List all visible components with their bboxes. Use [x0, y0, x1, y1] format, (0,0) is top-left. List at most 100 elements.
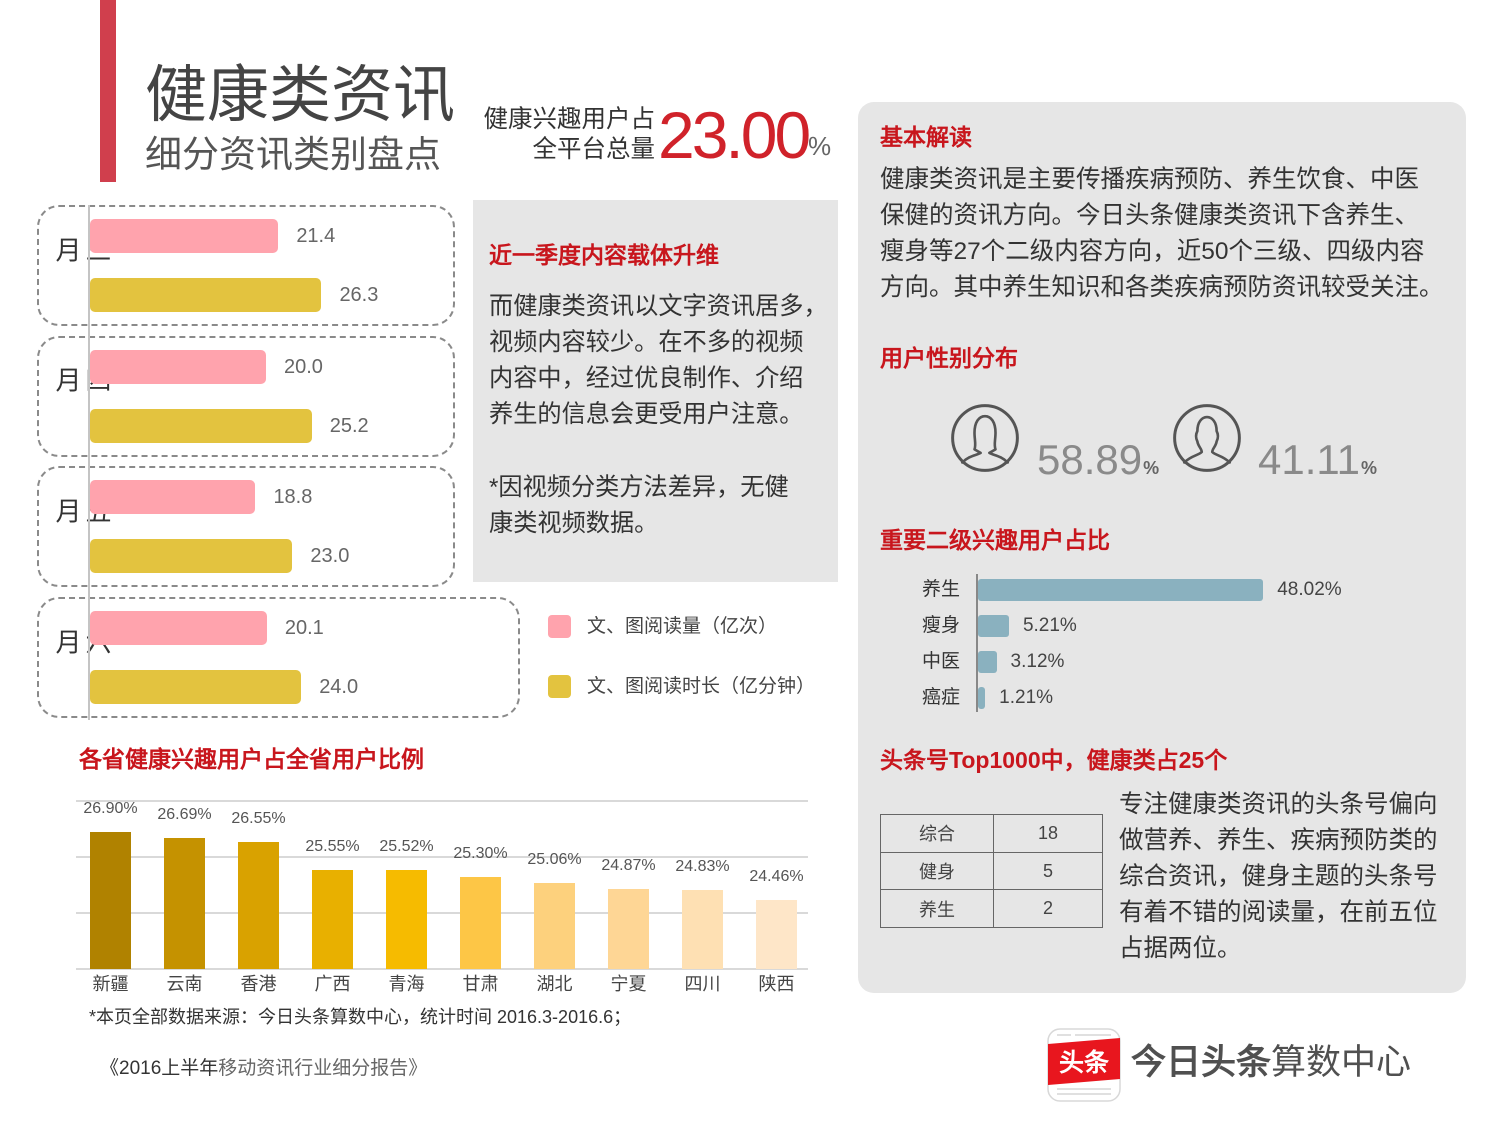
body-line: 专注健康类资讯的头条号偏向 — [1119, 791, 1438, 818]
male-user-icon — [1173, 404, 1241, 472]
duration-value-label: 23.0 — [310, 545, 350, 568]
province-value-label: 24.46% — [749, 868, 804, 886]
province-category-label: 青海 — [388, 974, 425, 994]
body-line: 健康类资讯是主要传播疾病预防、养生饮食、中医 — [880, 166, 1419, 193]
interest-chart-title: 重要二级兴趣用户占比 — [880, 527, 1110, 553]
body-line: 瘦身等27个二级内容方向，近50个三级、四级内容 — [880, 238, 1425, 265]
female-percentage-value: 58.89 — [1037, 436, 1143, 483]
body-line: 占据两位。 — [1119, 935, 1242, 962]
body-line: 内容中，经过优良制作、介绍 — [489, 365, 804, 392]
content-format-heading: 近一季度内容载体升维 — [489, 242, 719, 268]
reads-value-label: 18.8 — [273, 486, 313, 509]
province-category-label: 陕西 — [758, 974, 795, 994]
body-line: 综合资讯，健身主题的头条号 — [1119, 863, 1438, 890]
male-percentage-unit: % — [1361, 458, 1378, 478]
province-bar — [90, 831, 131, 969]
interest-value-label: 5.21% — [1022, 614, 1077, 636]
reads-bar — [90, 611, 267, 646]
duration-bar — [90, 278, 322, 312]
body-line: 养生的信息会更受用户注意。 — [489, 401, 804, 428]
province-bar — [386, 870, 427, 969]
monthly-chart-axis — [88, 205, 90, 720]
interest-chart-axis — [976, 574, 978, 712]
logo-badge-text: 头条 — [1059, 1048, 1110, 1077]
body-line: 保健的资讯方向。今日头条健康类资讯下含养生、 — [880, 202, 1419, 229]
province-bar — [312, 869, 353, 969]
interest-bar — [978, 651, 997, 674]
province-chart-title: 各省健康兴趣用户占全省用户比例 — [79, 746, 424, 772]
content-format-body: 而健康类资讯以文字资讯居多， 视频内容较少。在不多的视频 内容中，经过优良制作、… — [489, 289, 828, 433]
page-title: 健康类资讯 — [145, 61, 456, 130]
legend-swatch-reads — [548, 615, 571, 638]
legend-swatch-duration — [548, 675, 571, 698]
report-title-part1: 《2016上半年 — [100, 1058, 219, 1079]
note-line: 康类视频数据。 — [489, 510, 659, 537]
province-category-label: 宁夏 — [610, 974, 647, 994]
province-value-label: 26.69% — [157, 805, 212, 823]
duration-value-label: 24.0 — [319, 676, 359, 699]
table-cell-count: 5 — [993, 851, 1103, 891]
reads-value-label: 21.4 — [296, 225, 336, 247]
gridline — [76, 800, 808, 802]
title-accent-bar — [100, 0, 116, 182]
province-category-label: 湖北 — [536, 974, 573, 994]
body-line: 做营养、养生、疾病预防类的 — [1119, 827, 1438, 854]
top1000-table: 综合 18 健身 5 养生 2 — [880, 814, 1103, 929]
reads-value-label: 20.1 — [284, 617, 324, 640]
report-title: 《2016上半年移动资讯行业细分报告》 — [100, 1057, 427, 1081]
province-value-label: 25.52% — [379, 838, 434, 856]
headline-stat-label-line1: 健康兴趣用户占 — [483, 106, 656, 133]
headline-stat-unit: % — [808, 131, 832, 161]
reads-value-label: 20.0 — [284, 355, 323, 378]
table-row: 健身 5 — [880, 851, 1103, 891]
female-percentage: 58.89% — [1037, 436, 1159, 492]
province-category-label: 新疆 — [92, 974, 129, 994]
body-line: 视频内容较少。在不多的视频 — [489, 329, 804, 356]
gender-distribution-heading: 用户性别分布 — [880, 345, 1018, 371]
gridline — [76, 856, 808, 858]
province-category-label: 广西 — [314, 974, 351, 994]
table-cell-category: 综合 — [880, 814, 994, 853]
month-group: 三月 — [37, 205, 455, 326]
headline-stat-label-line2: 全平台总量 — [532, 136, 656, 163]
body-line: 而健康类资讯以文字资讯居多， — [489, 293, 828, 320]
data-source-footnote: *本页全部数据来源：今日头条算数中心，统计时间 2016.3-2016.6； — [89, 1007, 632, 1027]
province-value-label: 25.06% — [527, 851, 582, 869]
province-category-label: 甘肃 — [462, 974, 499, 994]
interest-category-label: 瘦身 — [921, 614, 960, 636]
province-value-label: 25.30% — [453, 844, 508, 862]
reads-bar — [90, 480, 256, 515]
province-bar — [238, 841, 279, 969]
interest-category-label: 养生 — [921, 578, 960, 600]
province-value-label: 26.90% — [83, 799, 138, 817]
brand-name-bold: 今日头条 — [1131, 1043, 1272, 1082]
table-cell-count: 2 — [993, 889, 1103, 929]
interest-bar — [978, 614, 1009, 637]
province-bar — [756, 900, 797, 969]
table-row: 综合 18 — [880, 814, 1103, 853]
toutiao-app-icon: 头条 — [1047, 1028, 1121, 1102]
content-format-note: *因视频分类方法差异，无健 康类视频数据。 — [489, 470, 789, 542]
province-category-label: 四川 — [684, 974, 721, 994]
province-bar — [164, 837, 205, 969]
top1000-heading: 头条号Top1000中，健康类占25个 — [880, 747, 1228, 773]
interest-value-label: 3.12% — [1010, 651, 1065, 673]
duration-value-label: 26.3 — [339, 284, 379, 306]
top1000-description: 专注健康类资讯的头条号偏向 做营养、养生、疾病预防类的 综合资讯，健身主题的头条… — [1119, 787, 1438, 967]
table-cell-count: 18 — [993, 814, 1103, 853]
table-row: 养生 2 — [880, 889, 1103, 929]
x-axis-baseline — [76, 968, 808, 970]
province-value-label: 24.87% — [601, 856, 656, 874]
brand-name: 今日头条算数中心 — [1131, 1040, 1411, 1086]
province-bar — [460, 876, 501, 969]
duration-bar — [90, 408, 312, 443]
female-percentage-unit: % — [1143, 458, 1160, 478]
legend-label-reads: 文、图阅读量（亿次） — [587, 616, 778, 637]
page-subtitle: 细分资讯类别盘点 — [145, 134, 441, 175]
duration-bar — [90, 670, 302, 705]
province-bar — [534, 883, 575, 969]
male-percentage-value: 41.11 — [1258, 436, 1360, 483]
interest-value-label: 48.02% — [1277, 578, 1342, 600]
legend-label-duration: 文、图阅读时长（亿分钟） — [587, 676, 816, 697]
province-category-label: 云南 — [166, 974, 203, 994]
